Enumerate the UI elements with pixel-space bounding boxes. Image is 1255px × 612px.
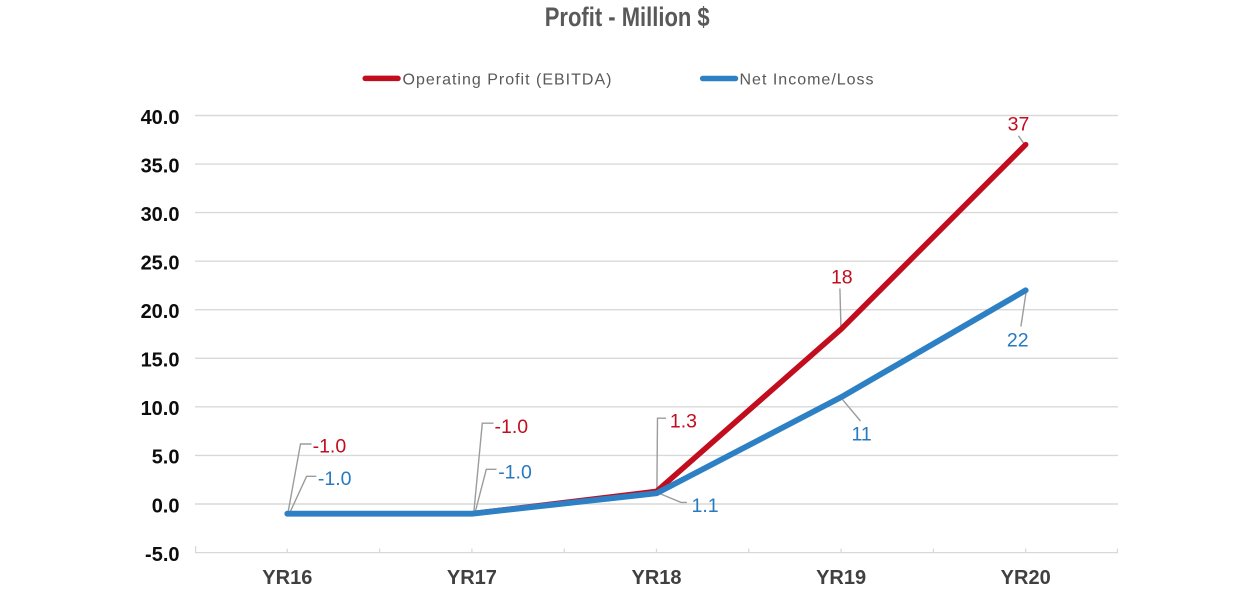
svg-text:30.0: 30.0 bbox=[141, 204, 180, 226]
svg-text:YR17: YR17 bbox=[447, 567, 497, 589]
svg-text:YR18: YR18 bbox=[631, 567, 681, 589]
svg-text:YR20: YR20 bbox=[1001, 567, 1051, 589]
svg-text:-1.0: -1.0 bbox=[318, 468, 352, 490]
svg-text:1.1: 1.1 bbox=[692, 495, 719, 517]
svg-text:20.0: 20.0 bbox=[141, 301, 180, 323]
svg-text:0.0: 0.0 bbox=[152, 495, 180, 517]
svg-text:-1.0: -1.0 bbox=[498, 462, 532, 484]
svg-text:18: 18 bbox=[831, 266, 853, 288]
svg-text:37: 37 bbox=[1008, 114, 1030, 136]
svg-text:Profit - Million $: Profit - Million $ bbox=[545, 3, 710, 33]
svg-text:YR16: YR16 bbox=[262, 567, 312, 589]
svg-text:11: 11 bbox=[851, 424, 871, 446]
svg-text:22: 22 bbox=[1007, 330, 1029, 352]
svg-text:25.0: 25.0 bbox=[141, 253, 180, 275]
svg-text:-5.0: -5.0 bbox=[145, 544, 179, 566]
svg-text:10.0: 10.0 bbox=[141, 398, 180, 420]
svg-text:15.0: 15.0 bbox=[141, 350, 180, 372]
svg-text:1.3: 1.3 bbox=[670, 411, 697, 433]
svg-text:Operating Profit (EBITDA): Operating Profit (EBITDA) bbox=[403, 71, 613, 88]
svg-text:YR19: YR19 bbox=[816, 567, 866, 589]
svg-text:5.0: 5.0 bbox=[152, 447, 180, 469]
svg-text:40.0: 40.0 bbox=[141, 107, 180, 129]
svg-text:Net Income/Loss: Net Income/Loss bbox=[740, 71, 875, 88]
svg-text:35.0: 35.0 bbox=[141, 155, 180, 177]
svg-text:-1.0: -1.0 bbox=[313, 436, 347, 458]
svg-text:-1.0: -1.0 bbox=[494, 416, 528, 438]
